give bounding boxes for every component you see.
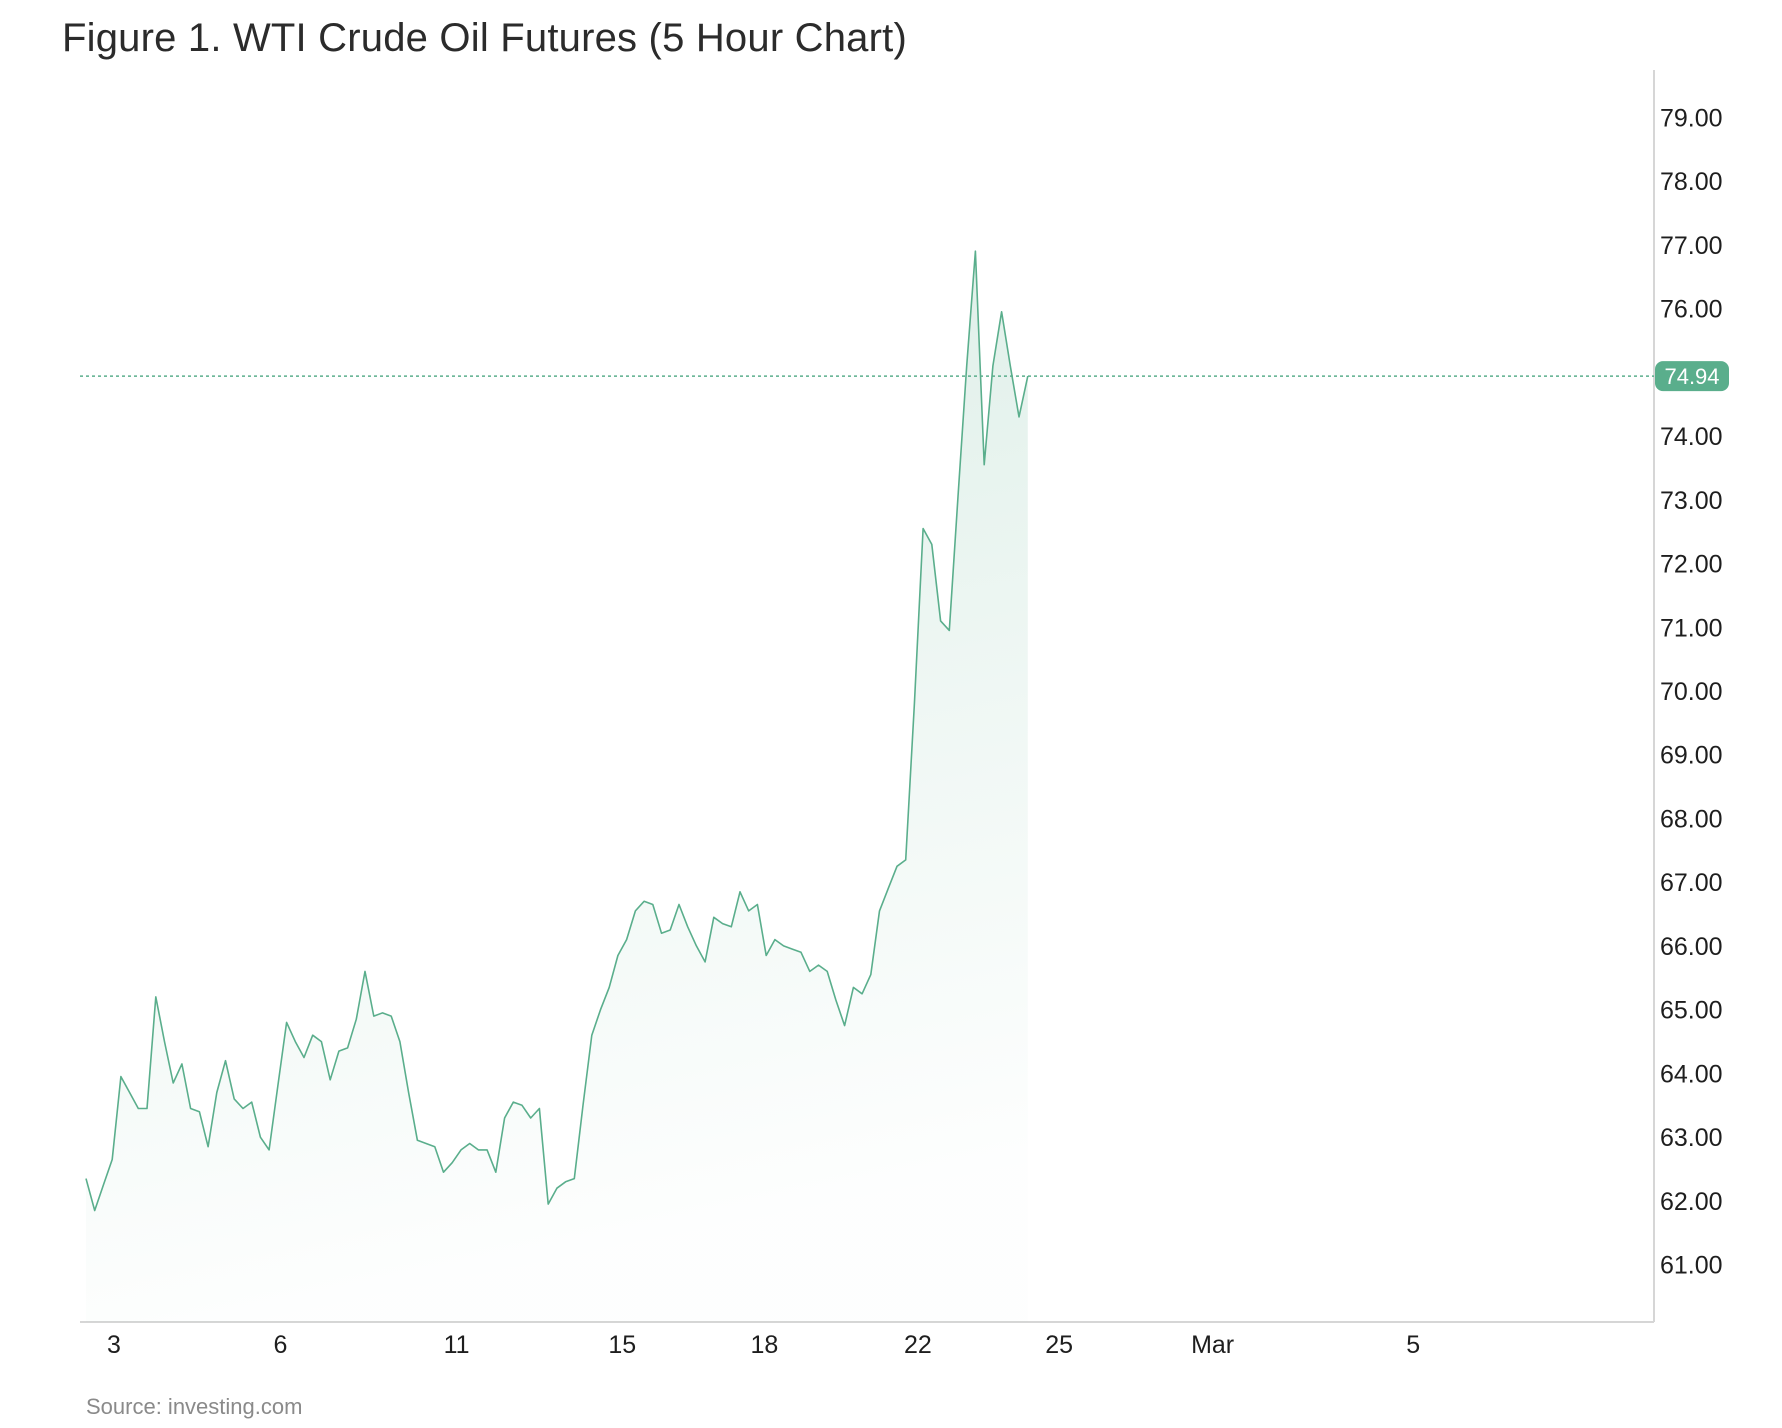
- y-tick-label: 76.00: [1660, 296, 1723, 324]
- price-area-fill: [86, 251, 1028, 1323]
- x-tick-label: Mar: [1191, 1331, 1234, 1359]
- x-tick-label: 11: [444, 1331, 470, 1359]
- x-tick-label: 18: [751, 1331, 779, 1359]
- y-tick-label: 77.00: [1660, 232, 1723, 260]
- chart-title: Figure 1. WTI Crude Oil Futures (5 Hour …: [62, 16, 907, 60]
- y-tick-label: 69.00: [1660, 742, 1723, 770]
- x-tick-label: 22: [904, 1331, 932, 1359]
- y-tick-label: 64.00: [1660, 1060, 1723, 1088]
- y-tick-label: 62.00: [1660, 1188, 1723, 1216]
- y-tick-label: 61.00: [1660, 1252, 1723, 1280]
- x-tick-label: 15: [608, 1331, 636, 1359]
- y-tick-label: 66.00: [1660, 933, 1723, 961]
- x-tick-label: 5: [1406, 1331, 1420, 1359]
- price-line: [85, 250, 1029, 1212]
- x-tick-label: 25: [1045, 1331, 1073, 1359]
- source-note: Source: investing.com: [86, 1394, 303, 1419]
- y-tick-label: 71.00: [1660, 614, 1723, 642]
- last-price-badge-label: 74.94: [1664, 364, 1719, 389]
- last-price-badge: [1655, 361, 1729, 392]
- y-tick-label: 63.00: [1660, 1124, 1723, 1152]
- y-tick-label: 72.00: [1660, 551, 1723, 579]
- y-tick-label: 65.00: [1660, 997, 1723, 1025]
- y-tick-label: 70.00: [1660, 678, 1723, 706]
- y-tick-label: 68.00: [1660, 805, 1723, 833]
- x-tick-label: 6: [274, 1331, 288, 1359]
- x-tick-label: 3: [107, 1331, 121, 1359]
- y-tick-label: 78.00: [1660, 168, 1723, 196]
- y-tick-label: 79.00: [1660, 104, 1723, 132]
- y-tick-label: 73.00: [1660, 487, 1723, 515]
- y-tick-label: 74.00: [1660, 423, 1723, 451]
- y-tick-label: 67.00: [1660, 869, 1723, 897]
